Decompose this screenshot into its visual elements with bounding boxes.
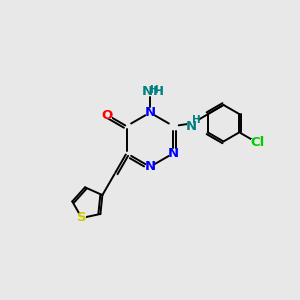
Bar <box>251 139 263 147</box>
Text: H: H <box>153 85 164 98</box>
Text: N: N <box>185 120 197 133</box>
Text: H: H <box>150 85 158 94</box>
Text: N: N <box>142 85 153 98</box>
Bar <box>142 87 158 95</box>
Text: S: S <box>77 212 87 224</box>
Text: H: H <box>192 115 200 125</box>
Bar <box>146 163 154 171</box>
Text: N: N <box>144 160 156 173</box>
Text: O: O <box>102 109 113 122</box>
Text: N: N <box>144 106 156 119</box>
Text: N: N <box>168 147 179 160</box>
Bar <box>78 214 86 222</box>
Text: Cl: Cl <box>250 136 264 149</box>
Bar <box>187 117 198 129</box>
Bar <box>103 111 112 119</box>
Bar <box>169 149 178 158</box>
Bar <box>146 109 154 117</box>
